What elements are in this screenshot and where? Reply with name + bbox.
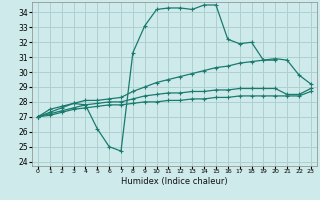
X-axis label: Humidex (Indice chaleur): Humidex (Indice chaleur)	[121, 177, 228, 186]
